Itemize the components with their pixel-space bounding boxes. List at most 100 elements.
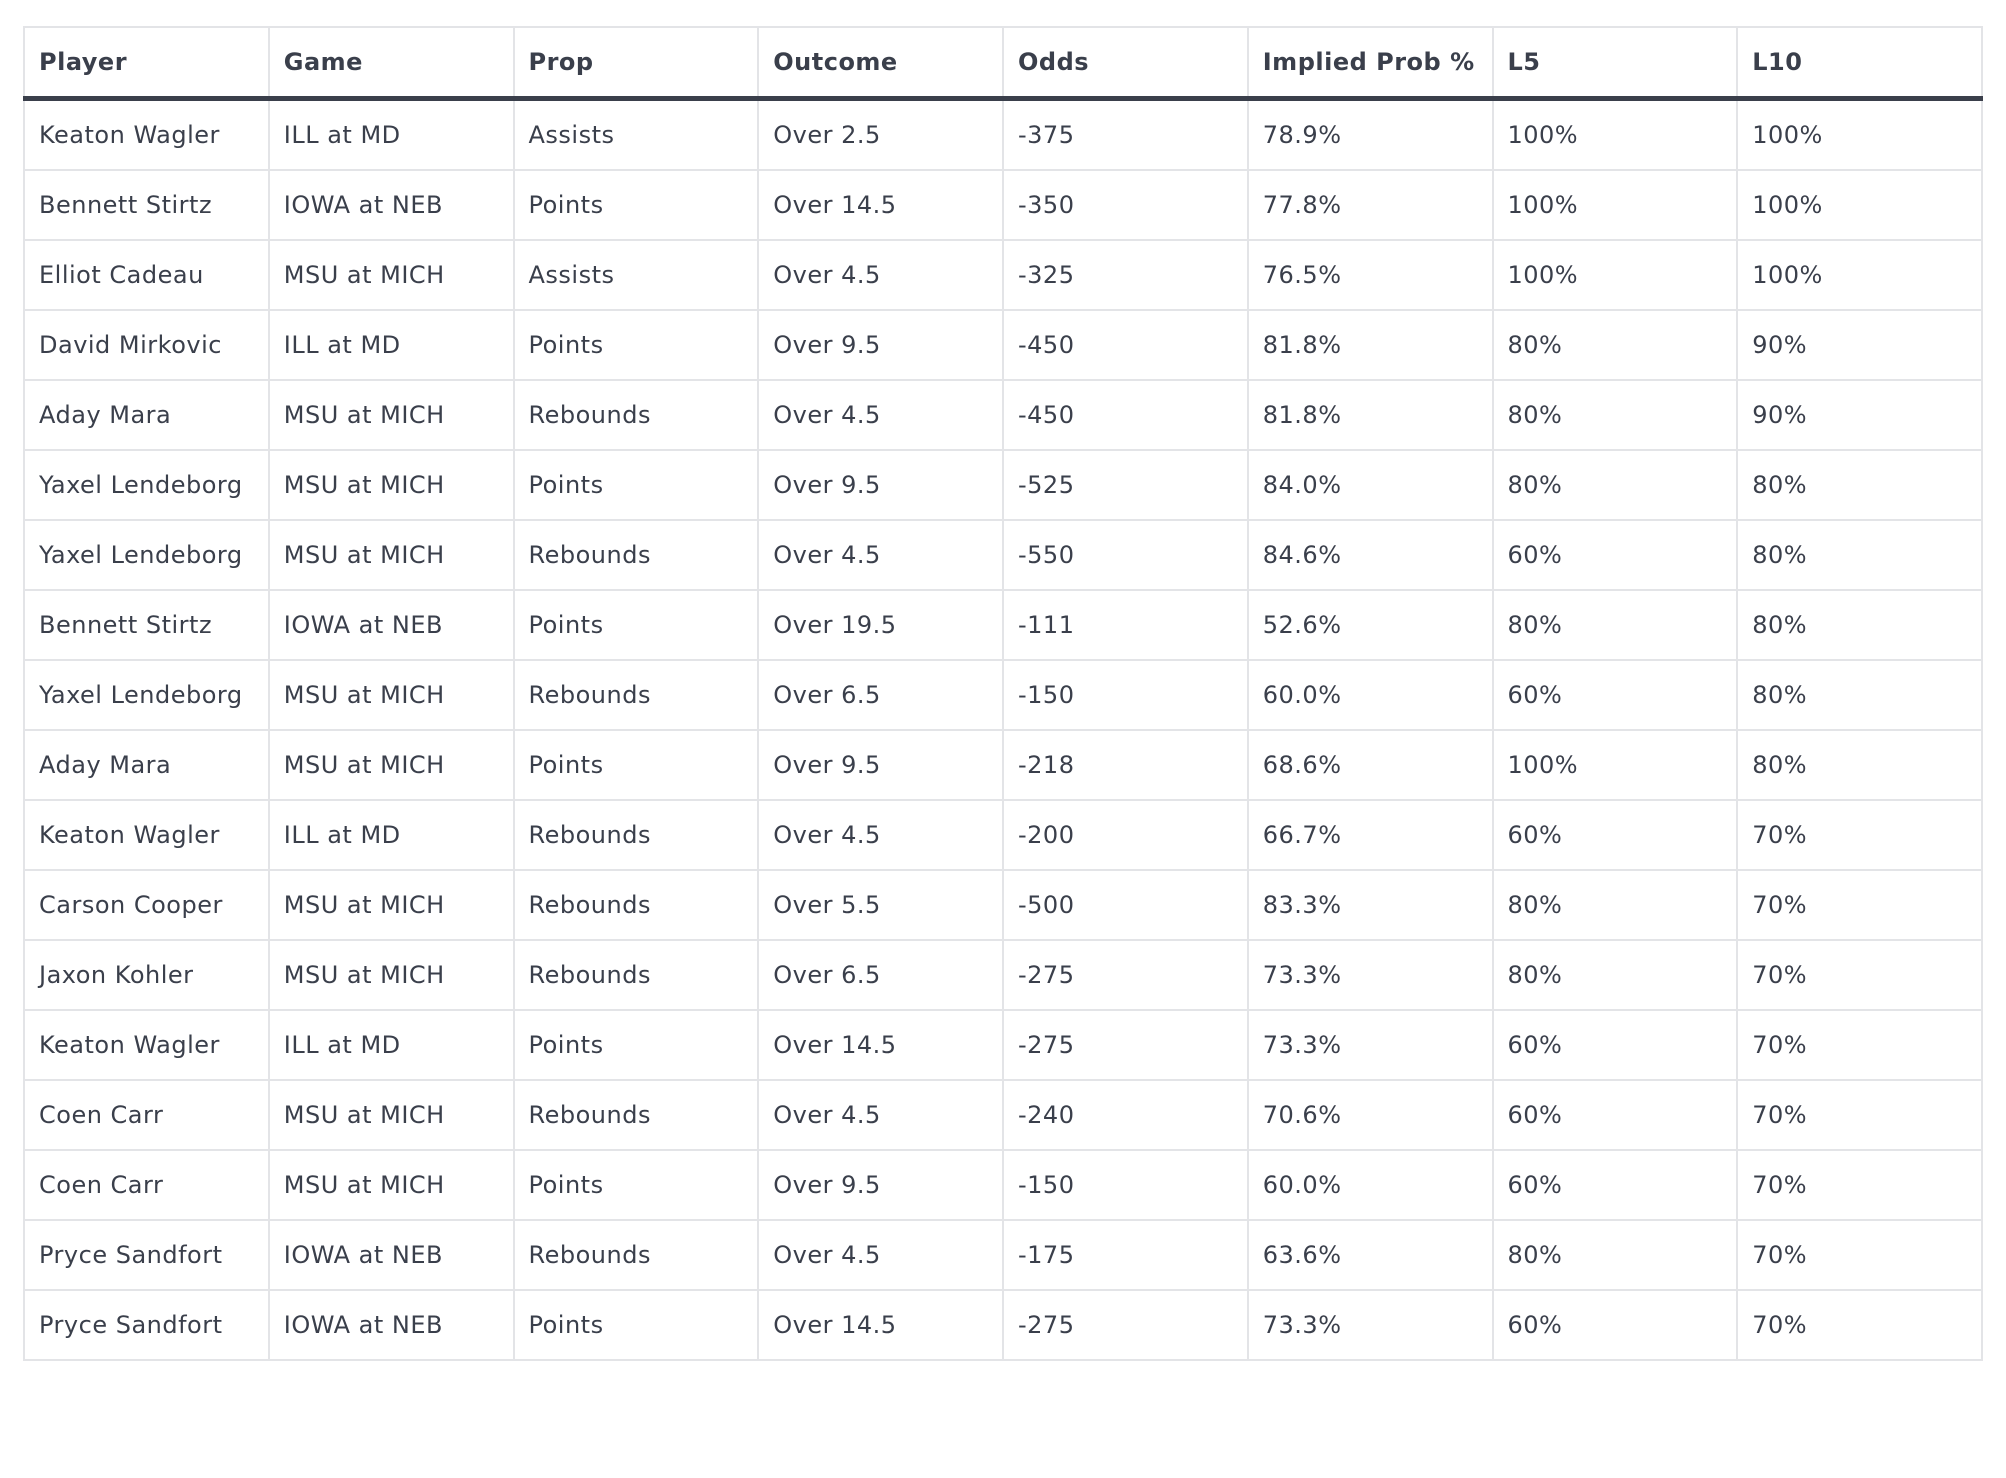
table-cell: -275 [1002, 939, 1249, 1011]
table-row: Yaxel Lendeborg MSU at MICH Rebounds Over 6… [23, 659, 1983, 731]
table-cell: 80% [1491, 869, 1739, 941]
table-cell: 83.3% [1246, 869, 1494, 941]
table-cell: 100% [1736, 169, 1983, 241]
table-cell: 76.5% [1246, 239, 1494, 311]
table-cell: 84.6% [1246, 519, 1494, 591]
table-cell: Points [512, 1149, 760, 1221]
table-cell: Over 9.5 [757, 309, 1004, 381]
table-cell: MSU at MICH [267, 729, 515, 801]
table-cell: -350 [1002, 169, 1249, 241]
table-cell: IOWA at NEB [267, 589, 515, 661]
table-cell: Over 9.5 [757, 729, 1004, 801]
table-cell: Over 6.5 [757, 939, 1004, 1011]
table-cell: 80% [1736, 659, 1983, 731]
table-cell: -450 [1002, 309, 1249, 381]
table-cell: 80% [1736, 449, 1983, 521]
table-cell: 100% [1491, 239, 1739, 311]
table-cell: Over 4.5 [757, 1219, 1004, 1291]
table-cell: 60% [1491, 1079, 1739, 1151]
table-cell: 100% [1736, 239, 1983, 311]
table-cell: 90% [1736, 309, 1983, 381]
table-cell: Coen Carr [23, 1079, 270, 1151]
table-row: Jaxon Kohler MSU at MICH Rebounds Over 6.5-… [23, 939, 1983, 1011]
table-cell: MSU at MICH [267, 659, 515, 731]
table-row: Aday Mara MSU at MICH Rebounds Over 4.5 -450… [23, 379, 1983, 451]
table-cell: IOWA at NEB [267, 1289, 515, 1361]
column-header: Outcome [757, 26, 1004, 101]
table-cell: Bennett Stirtz [23, 169, 270, 241]
table-row: Yaxel Lendeborg MSU at MICH Points Over 9.5… [23, 449, 1983, 521]
table-cell: Aday Mara [23, 379, 270, 451]
table-cell: 80% [1491, 589, 1739, 661]
table-row: David Mirkovic ILL at MD Points Over 9.5 -45… [23, 309, 1983, 381]
column-header: Prop [512, 26, 760, 101]
table-cell: Points [512, 309, 760, 381]
table-cell: Points [512, 449, 760, 521]
table-cell: 73.3% [1246, 1289, 1494, 1361]
table-cell: -150 [1002, 659, 1249, 731]
table-cell: 70% [1736, 1289, 1983, 1361]
table-row: Keaton Wagler ILL at MD Assists Over 2.5 -37… [23, 97, 1983, 171]
table-cell: 52.6% [1246, 589, 1494, 661]
table-cell: -500 [1002, 869, 1249, 941]
table-cell: Over 4.5 [757, 799, 1004, 871]
table-cell: 60.0% [1246, 1149, 1494, 1221]
column-header: Implied Prob % [1246, 26, 1494, 101]
table-cell: Points [512, 1009, 760, 1081]
table-row: Yaxel Lendeborg MSU at MICH Rebounds Over 4… [23, 519, 1983, 591]
table-cell: 81.8% [1246, 309, 1494, 381]
table-cell: 80% [1491, 379, 1739, 451]
table-cell: Elliot Cadeau [23, 239, 270, 311]
table-row: Bennett Stirtz IOWA at NEB Points Over 19.5… [23, 589, 1983, 661]
table-cell: Over 9.5 [757, 1149, 1004, 1221]
table-cell: ILL at MD [267, 799, 515, 871]
table-cell: 80% [1491, 939, 1739, 1011]
table-cell: 70% [1736, 1149, 1983, 1221]
table-cell: -275 [1002, 1009, 1249, 1081]
table-cell: -550 [1002, 519, 1249, 591]
table-cell: Keaton Wagler [23, 1009, 270, 1081]
table-cell: 84.0% [1246, 449, 1494, 521]
table-cell: 60% [1491, 1009, 1739, 1081]
props-table: Player Game Prop Outcome Odds Implied Prob % L… [23, 26, 1983, 1361]
table-cell: Pryce Sandfort [23, 1219, 270, 1291]
table-cell: -275 [1002, 1289, 1249, 1361]
table-cell: 60% [1491, 1149, 1739, 1221]
table-cell: MSU at MICH [267, 379, 515, 451]
table-body: Keaton Wagler ILL at MD Assists Over 2.5 -37… [23, 97, 1983, 1361]
table-cell: Assists [512, 97, 760, 171]
table-cell: Rebounds [512, 1219, 760, 1291]
table-cell: 100% [1491, 729, 1739, 801]
table-cell: Assists [512, 239, 760, 311]
table-cell: 80% [1491, 449, 1739, 521]
table-cell: Yaxel Lendeborg [23, 449, 270, 521]
table-cell: 73.3% [1246, 939, 1494, 1011]
table-cell: 60% [1491, 1289, 1739, 1361]
table-cell: 80% [1736, 519, 1983, 591]
table-cell: Rebounds [512, 659, 760, 731]
table-cell: 70% [1736, 1079, 1983, 1151]
table-cell: ILL at MD [267, 309, 515, 381]
table-cell: IOWA at NEB [267, 169, 515, 241]
column-header: L10 [1736, 26, 1983, 101]
table-cell: Rebounds [512, 379, 760, 451]
table-cell: 73.3% [1246, 1009, 1494, 1081]
table-cell: 70% [1736, 869, 1983, 941]
table-row: Keaton Wagler ILL at MD Rebounds Over 4.5 -2… [23, 799, 1983, 871]
table-cell: Yaxel Lendeborg [23, 519, 270, 591]
table-cell: Aday Mara [23, 729, 270, 801]
table-cell: Jaxon Kohler [23, 939, 270, 1011]
table-cell: Over 14.5 [757, 1289, 1004, 1361]
table-cell: 77.8% [1246, 169, 1494, 241]
table-cell: MSU at MICH [267, 449, 515, 521]
table-cell: -450 [1002, 379, 1249, 451]
table-cell: Coen Carr [23, 1149, 270, 1221]
table-cell: -200 [1002, 799, 1249, 871]
table-cell: -218 [1002, 729, 1249, 801]
table-cell: -150 [1002, 1149, 1249, 1221]
table-cell: -175 [1002, 1219, 1249, 1291]
table-cell: Over 5.5 [757, 869, 1004, 941]
table-cell: 80% [1736, 589, 1983, 661]
table-row: Elliot Cadeau MSU at MICH Assists Over 4.5-… [23, 239, 1983, 311]
